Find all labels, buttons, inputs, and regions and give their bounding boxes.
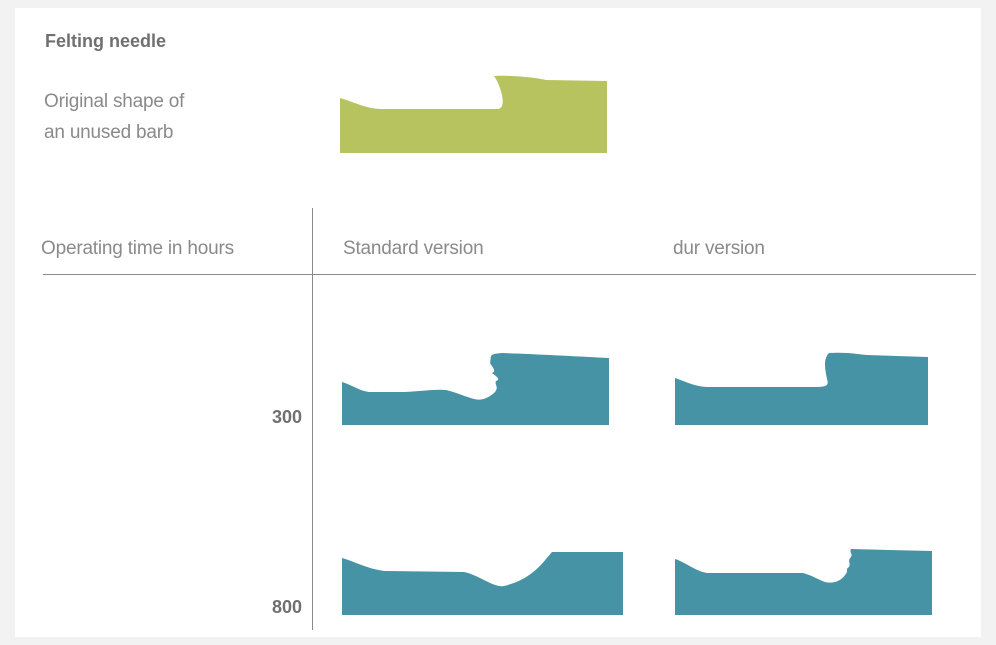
barb-dur-300 [675, 352, 928, 425]
barb-standard-300-path [342, 353, 609, 425]
barb-standard-300 [342, 353, 609, 425]
original-shape-label-line2: an unused barb [44, 122, 174, 143]
header-divider-line [43, 274, 976, 275]
diagram-panel: Felting needle Original shape of an unus… [15, 8, 981, 637]
barb-dur-300-path [675, 352, 928, 425]
original-shape-label: Original shape of an unused barb [44, 86, 184, 148]
diagram-title: Felting needle [45, 31, 167, 51]
row-label-300: 300 [271, 407, 302, 427]
barb-dur-800 [675, 549, 932, 615]
barb-standard-800 [342, 552, 623, 615]
original-barb-shape [340, 75, 607, 153]
barb-dur-800-path [675, 549, 932, 615]
original-barb-path [340, 75, 607, 153]
column-divider-line [312, 208, 313, 630]
header-dur-version: dur version [673, 238, 765, 259]
header-standard-version: Standard version [343, 238, 484, 259]
row-label-800: 800 [271, 597, 302, 617]
original-shape-label-line1: Original shape of [44, 91, 185, 112]
barb-standard-800-path [342, 552, 623, 615]
header-operating-time: Operating time in hours [41, 238, 234, 259]
